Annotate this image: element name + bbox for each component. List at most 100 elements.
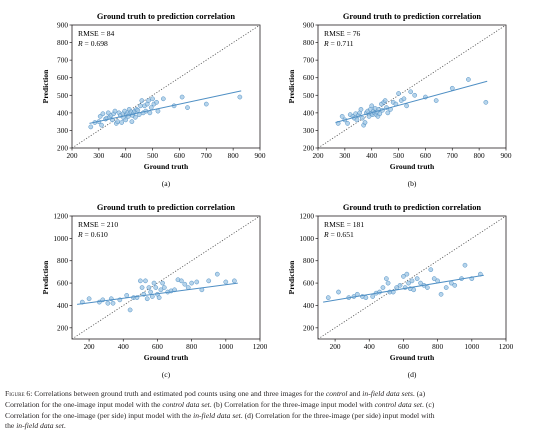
- data-point: [370, 294, 376, 299]
- data-point: [179, 94, 185, 100]
- scatter-points: [79, 271, 237, 313]
- y-tick-label: 600: [303, 73, 314, 82]
- x-tick-label: 900: [255, 151, 266, 160]
- data-point: [129, 119, 135, 124]
- data-point: [194, 279, 200, 285]
- data-point: [433, 98, 439, 103]
- data-point: [182, 281, 188, 287]
- x-tick-label: 700: [447, 151, 458, 160]
- regression-fit-line: [323, 274, 484, 303]
- rmse-label: RMSE = 84: [78, 29, 115, 38]
- data-point: [154, 99, 159, 105]
- rmse-label: RMSE = 181: [324, 220, 364, 229]
- x-tick-label: 1000: [465, 342, 480, 351]
- chart-title: Ground truth to prediction correlation: [343, 203, 482, 212]
- data-point: [401, 96, 407, 102]
- chart-title: Ground truth to prediction correlation: [97, 203, 236, 212]
- data-point: [339, 114, 345, 119]
- data-point: [408, 89, 414, 95]
- figure-6: 200 300 400 500 600 700 800 900 200 300 400 500 600 7…: [41, 12, 514, 379]
- r-symbol: R: [323, 230, 329, 239]
- data-point: [412, 92, 418, 98]
- identity-reference-line: [317, 24, 507, 149]
- x-tick-label: 800: [432, 342, 443, 351]
- data-point: [206, 278, 212, 284]
- data-point: [385, 110, 391, 116]
- x-tick-label: 900: [501, 151, 512, 160]
- caption-text: . (b) Correlation for the three-image in…: [209, 399, 375, 409]
- y-tick-label: 400: [303, 301, 314, 310]
- y-tick-label: 500: [303, 91, 314, 100]
- regression-fit-line: [77, 282, 238, 305]
- y-tick-label: 600: [57, 73, 68, 82]
- caption-line: Correlation for the one-image (per side)…: [5, 411, 549, 422]
- r-value: = 0.651: [329, 230, 354, 239]
- data-point: [144, 296, 150, 302]
- data-point: [146, 285, 152, 290]
- y-tick-label: 800: [57, 38, 68, 47]
- y-tick-label: 800: [57, 256, 68, 265]
- data-point: [359, 115, 365, 121]
- y-tick-label: 800: [303, 256, 314, 265]
- data-point: [150, 96, 155, 102]
- data-point: [449, 85, 455, 91]
- data-point: [384, 276, 389, 281]
- data-point: [232, 278, 237, 284]
- x-tick-label: 600: [420, 151, 431, 160]
- identity-reference-line: [71, 215, 261, 340]
- x-axis-label: Ground truth: [144, 353, 189, 362]
- y-tick-label: 200: [303, 144, 314, 153]
- caption-text: the: [5, 421, 17, 431]
- caption-line: Correlation for the one-image input mode…: [5, 400, 549, 411]
- panel-label: (c): [162, 370, 171, 379]
- y-tick-label: 400: [57, 108, 68, 117]
- data-point: [99, 122, 104, 128]
- x-tick-label: 200: [313, 151, 324, 160]
- data-point: [336, 289, 341, 295]
- data-point: [160, 96, 166, 102]
- data-point: [139, 285, 145, 290]
- data-point: [325, 295, 331, 300]
- identity-reference-line: [317, 215, 507, 340]
- caption-italic-text: control: [325, 389, 348, 398]
- y-tick-label: 400: [303, 108, 314, 117]
- data-point: [148, 289, 153, 295]
- data-point: [345, 121, 350, 126]
- r-value-label: R = 0.651: [323, 230, 354, 239]
- plot-frame: [71, 24, 261, 149]
- x-axis-label: Ground truth: [390, 353, 435, 362]
- x-tick-label: 600: [152, 342, 163, 351]
- y-tick-label: 900: [303, 21, 314, 30]
- data-point: [466, 77, 471, 82]
- r-symbol: R: [323, 39, 329, 48]
- y-tick-label: 500: [57, 91, 68, 100]
- data-point: [443, 285, 449, 290]
- x-tick-label: 400: [120, 151, 131, 160]
- x-tick-label: 800: [474, 151, 485, 160]
- data-point: [115, 119, 121, 124]
- r-value: = 0.698: [83, 39, 108, 48]
- data-point: [382, 98, 388, 103]
- y-tick-label: 1000: [53, 234, 68, 243]
- x-tick-label: 200: [67, 151, 78, 160]
- y-tick-label: 600: [57, 279, 68, 288]
- x-axis-label: Ground truth: [390, 162, 435, 171]
- rmse-label: RMSE = 76: [324, 29, 361, 38]
- x-tick-label: 500: [147, 151, 158, 160]
- r-value: = 0.610: [83, 230, 108, 239]
- y-tick-label: 200: [57, 144, 68, 153]
- y-axis-label: Prediction: [287, 69, 296, 103]
- caption-text: . (a): [412, 389, 426, 398]
- data-point: [362, 120, 368, 125]
- y-tick-label: 200: [303, 323, 314, 332]
- data-point: [153, 285, 159, 290]
- data-point: [462, 262, 468, 268]
- data-point: [151, 280, 157, 286]
- data-point: [146, 98, 151, 103]
- data-point: [404, 271, 410, 277]
- scatter-points: [335, 77, 489, 128]
- data-point: [425, 285, 430, 290]
- caption-italic-text: in-field data set: [193, 410, 241, 420]
- data-point: [401, 274, 406, 279]
- figure-caption: Figure 6: Correlations between ground tr…: [5, 389, 549, 432]
